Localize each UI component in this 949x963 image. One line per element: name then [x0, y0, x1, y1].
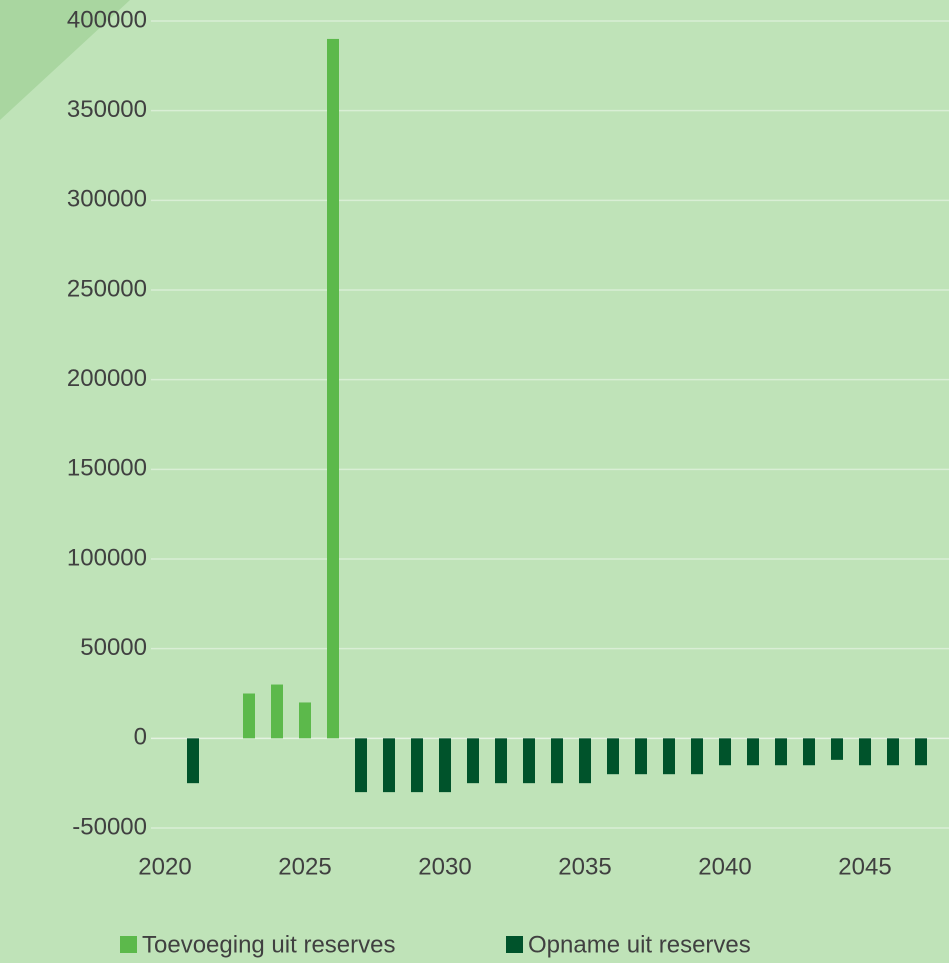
y-tick-label: 150000	[67, 455, 147, 482]
bar	[775, 738, 787, 766]
legend-label: Toevoeging uit reserves	[142, 931, 395, 958]
bar	[831, 738, 843, 760]
y-tick-label: 50000	[80, 634, 147, 661]
x-tick-label: 2045	[838, 853, 891, 880]
bar	[243, 693, 255, 739]
decoration	[0, 0, 130, 120]
bar	[663, 738, 675, 775]
x-tick-label: 2030	[418, 853, 471, 880]
bar	[523, 738, 535, 784]
bar	[439, 738, 451, 793]
bar	[551, 738, 563, 784]
x-tick-label: 2025	[278, 853, 331, 880]
bar	[635, 738, 647, 775]
bar	[327, 38, 339, 739]
y-tick-label: 400000	[67, 6, 147, 33]
legend-swatch	[120, 936, 137, 953]
bar	[355, 738, 367, 793]
y-tick-label: 200000	[67, 365, 147, 392]
bar	[747, 738, 759, 766]
legend-swatch	[506, 936, 523, 953]
y-tick-label: 250000	[67, 275, 147, 302]
y-tick-label: 300000	[67, 186, 147, 213]
bar	[579, 738, 591, 784]
bar	[691, 738, 703, 775]
y-tick-label: 100000	[67, 544, 147, 571]
x-tick-label: 2040	[698, 853, 751, 880]
bar	[803, 738, 815, 766]
bar	[187, 738, 199, 784]
bar	[495, 738, 507, 784]
bar	[411, 738, 423, 793]
y-tick-label: 350000	[67, 96, 147, 123]
y-tick-label: -50000	[72, 813, 147, 840]
bar	[859, 738, 871, 766]
bar	[915, 738, 927, 766]
y-tick-label: 0	[134, 724, 147, 751]
bar	[607, 738, 619, 775]
bar	[887, 738, 899, 766]
x-tick-label: 2020	[138, 853, 191, 880]
bar	[467, 738, 479, 784]
bar	[299, 702, 311, 739]
legend-label: Opname uit reserves	[528, 931, 751, 958]
bar	[383, 738, 395, 793]
bar	[271, 684, 283, 739]
bar	[719, 738, 731, 766]
x-tick-label: 2035	[558, 853, 611, 880]
